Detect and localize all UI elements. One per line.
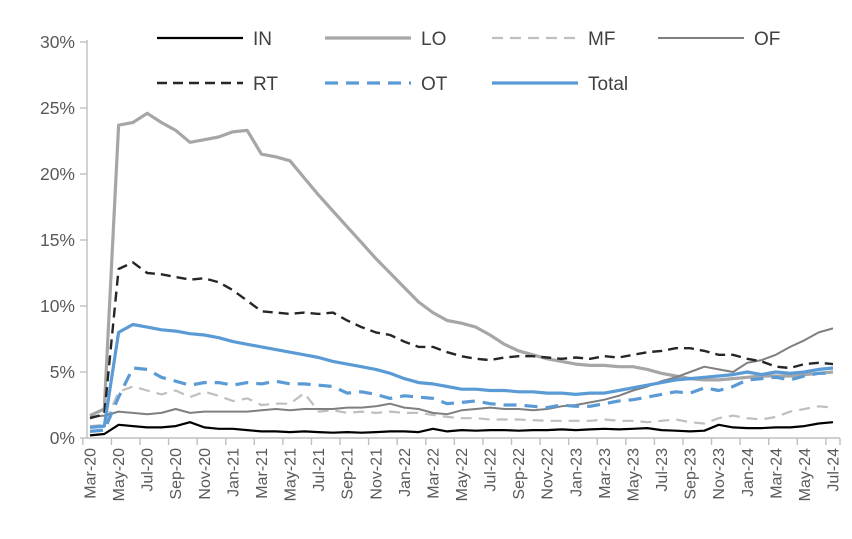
legend-label: Total: [588, 74, 628, 95]
x-tick-label: Sep-23: [683, 448, 700, 500]
series-line-in: [89, 421, 834, 437]
x-tick-label: Mar-22: [425, 448, 442, 499]
y-tick-label: 25%: [40, 98, 75, 118]
x-tick-label: Jan-24: [740, 448, 757, 497]
x-tick-label: May-21: [283, 448, 300, 501]
x-tick-label: Mar-21: [254, 448, 271, 499]
y-tick-label: 5%: [50, 362, 75, 382]
x-axis-labels: Mar-20 May-20 Jul-20 Sep-20 Nov-20 Jan-21 Mar-…: [83, 448, 843, 501]
series-line-rt: [89, 261, 834, 420]
x-tick-label: May-24: [797, 448, 814, 501]
x-tick-label: Jul-24: [826, 448, 843, 492]
legend-item-in: IN: [157, 29, 272, 50]
x-tick-label: May-23: [625, 448, 642, 501]
series-line-ot: [89, 366, 833, 433]
x-tick-label: Jul-23: [654, 448, 671, 492]
legend-item-total: Total: [492, 74, 628, 95]
series-line-total: [89, 322, 834, 429]
legend-label: MF: [588, 29, 615, 50]
x-tick-label: May-20: [111, 448, 128, 501]
legend: IN LO MF OF RT OT Total: [157, 29, 780, 95]
x-tick-label: Jul-20: [140, 448, 157, 492]
x-tick-label: Nov-23: [711, 448, 728, 500]
x-tick-label: Mar-20: [83, 448, 100, 499]
x-tick-label: May-22: [454, 448, 471, 501]
series-lines: [89, 111, 834, 437]
legend-label: OT: [421, 74, 448, 95]
x-tick-label: Mar-23: [597, 448, 614, 499]
x-tick-label: Nov-22: [540, 448, 557, 500]
x-tick-label: Mar-24: [768, 448, 785, 499]
series-line-of: [89, 327, 834, 418]
y-tick-label: 30%: [40, 32, 75, 52]
x-tick-label: Sep-22: [511, 448, 528, 500]
y-tick-label: 10%: [40, 296, 75, 316]
legend-label: IN: [253, 29, 272, 50]
x-tick-label: Jul-21: [311, 448, 328, 492]
y-tick-label: 0%: [50, 428, 75, 448]
legend-label: RT: [253, 74, 278, 95]
legend-item-mf: MF: [492, 29, 615, 50]
x-tick-label: Nov-20: [197, 448, 214, 500]
legend-label: OF: [754, 29, 780, 50]
x-tick-label: Jan-21: [225, 448, 242, 497]
y-tick-label: 20%: [40, 164, 75, 184]
x-tick-label: Sep-20: [168, 448, 185, 500]
x-tick-label: Jul-22: [483, 448, 500, 492]
legend-item-ot: OT: [325, 74, 448, 95]
series-line-lo: [89, 111, 834, 418]
x-tick-label: Jan-23: [568, 448, 585, 497]
legend-item-rt: RT: [157, 74, 278, 95]
series-line-mf: [89, 385, 834, 428]
x-tick-label: Nov-21: [368, 448, 385, 500]
y-tick-label: 15%: [40, 230, 75, 250]
axes: 0% 5% 10% 15% 20% 25% 30%: [40, 32, 841, 448]
legend-item-lo: LO: [325, 29, 446, 50]
legend-label: LO: [421, 29, 446, 50]
x-tick-label: Jan-22: [397, 448, 414, 497]
x-tick-label: Sep-21: [340, 448, 357, 500]
legend-item-of: OF: [658, 29, 780, 50]
